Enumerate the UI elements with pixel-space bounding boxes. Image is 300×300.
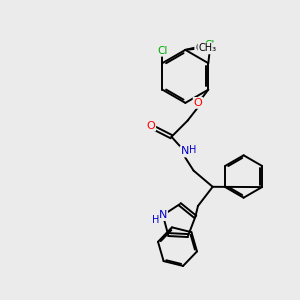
Text: N: N: [159, 210, 167, 220]
Text: O: O: [146, 121, 155, 130]
Text: CH₃: CH₃: [195, 43, 213, 52]
Text: H: H: [189, 145, 197, 155]
Text: CH₃: CH₃: [198, 44, 217, 53]
Text: H: H: [152, 215, 159, 225]
Text: Cl: Cl: [205, 40, 215, 50]
Text: N: N: [181, 146, 189, 157]
Text: Cl: Cl: [157, 46, 168, 56]
Text: O: O: [194, 98, 202, 108]
